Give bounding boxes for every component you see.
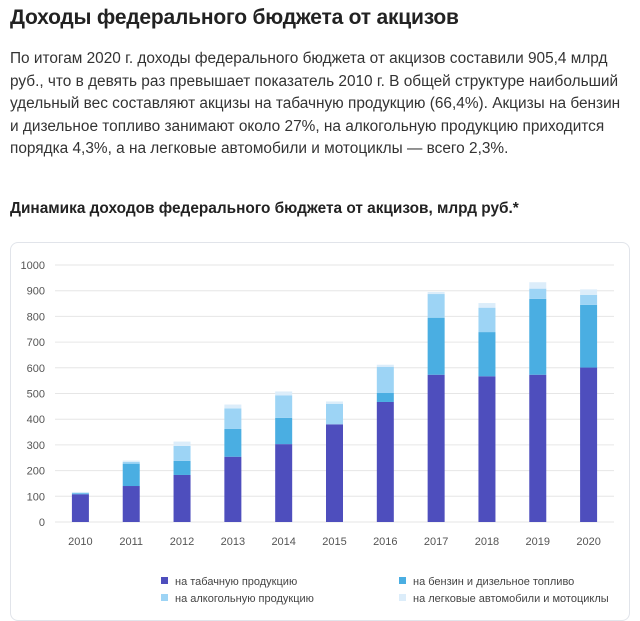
y-tick-label: 200 bbox=[27, 466, 45, 478]
y-tick-label: 100 bbox=[27, 491, 45, 503]
bar-segment bbox=[529, 298, 547, 375]
bar-segment bbox=[529, 282, 547, 289]
bar-segment bbox=[71, 491, 89, 493]
bar-segment bbox=[478, 303, 496, 308]
bar-segment bbox=[376, 392, 394, 402]
legend-swatch bbox=[161, 594, 168, 601]
legend-swatch bbox=[399, 594, 406, 601]
bar-segment bbox=[224, 456, 242, 522]
x-tick-label: 2016 bbox=[373, 536, 397, 548]
bar-segment bbox=[580, 367, 598, 522]
x-tick-label: 2011 bbox=[119, 536, 143, 548]
chart-card: 0 100 200 300 400 500 600 700 800 900 1000 2010 2011… bbox=[10, 242, 630, 621]
bar-segment bbox=[173, 445, 191, 461]
stacked-bar-chart: 0 100 200 300 400 500 600 700 800 900 1000 2010 2011… bbox=[21, 260, 614, 605]
bar-segment bbox=[275, 391, 293, 396]
y-tick-label: 0 bbox=[39, 517, 45, 529]
bar-segment bbox=[122, 463, 140, 487]
legend-swatch bbox=[161, 577, 168, 584]
y-tick-label: 500 bbox=[27, 389, 45, 401]
legend-swatch bbox=[399, 577, 406, 584]
x-tick-label: 2014 bbox=[271, 536, 295, 548]
bar-segment bbox=[122, 486, 140, 522]
bar-segment bbox=[122, 460, 140, 462]
bar-segment bbox=[478, 376, 496, 522]
bar-segment bbox=[326, 401, 343, 404]
bar-segment bbox=[275, 395, 293, 418]
bar-segment bbox=[478, 332, 496, 377]
bar-segment bbox=[173, 474, 191, 522]
x-tick-label: 2019 bbox=[526, 536, 550, 548]
bar-segment bbox=[427, 294, 445, 318]
bar-segment bbox=[580, 294, 598, 305]
y-tick-label: 900 bbox=[27, 286, 45, 298]
x-tick-label: 2017 bbox=[424, 536, 448, 548]
bar-segment bbox=[71, 493, 89, 495]
bar-segment bbox=[275, 417, 293, 445]
y-tick-label: 800 bbox=[27, 311, 45, 323]
bar-segment bbox=[275, 444, 293, 522]
bar-segment bbox=[326, 424, 343, 522]
y-tick-label: 700 bbox=[27, 337, 45, 349]
x-tick-label: 2015 bbox=[322, 536, 346, 548]
y-tick-label: 600 bbox=[27, 363, 45, 375]
y-tick-label: 300 bbox=[27, 440, 45, 452]
bar-segment bbox=[173, 441, 191, 446]
bar-segment bbox=[478, 307, 496, 333]
bar-segment bbox=[427, 317, 445, 375]
bar-segment bbox=[376, 401, 394, 522]
legend-label: на легковые автомобили и мотоциклы bbox=[413, 593, 609, 605]
bar-segment bbox=[71, 492, 89, 494]
page-title: Доходы федерального бюджета от акцизов bbox=[10, 6, 459, 29]
bar-segment bbox=[224, 428, 242, 457]
bar-segment bbox=[224, 404, 242, 409]
bar-segment bbox=[427, 291, 445, 295]
bar-segment bbox=[173, 460, 191, 475]
intro-paragraph: По итогам 2020 г. доходы федерального бю… bbox=[10, 50, 621, 158]
legend-label: на бензин и дизельное топливо bbox=[413, 576, 574, 588]
bar-segment bbox=[376, 364, 394, 367]
bar-segment bbox=[427, 374, 445, 522]
bar-segment bbox=[71, 494, 89, 522]
bar-segment bbox=[326, 403, 343, 425]
bar-segment bbox=[529, 374, 547, 522]
x-tick-label: 2018 bbox=[475, 536, 499, 548]
bar-segment bbox=[580, 289, 598, 295]
bar-segment bbox=[580, 304, 598, 368]
bar-segment bbox=[122, 461, 140, 464]
y-tick-label: 1000 bbox=[21, 260, 45, 272]
legend-label: на алкогольную продукцию bbox=[175, 593, 314, 605]
y-tick-label: 400 bbox=[27, 414, 45, 426]
legend-label: на табачную продукцию bbox=[175, 576, 297, 588]
bar-segment bbox=[224, 408, 242, 429]
chart-heading: Динамика доходов федерального бюджета от… bbox=[10, 200, 519, 217]
x-tick-label: 2020 bbox=[576, 536, 600, 548]
x-tick-label: 2012 bbox=[170, 536, 194, 548]
x-tick-label: 2013 bbox=[221, 536, 245, 548]
x-tick-label: 2010 bbox=[68, 536, 92, 548]
bar-segment bbox=[529, 288, 547, 299]
bar-segment bbox=[376, 366, 394, 393]
